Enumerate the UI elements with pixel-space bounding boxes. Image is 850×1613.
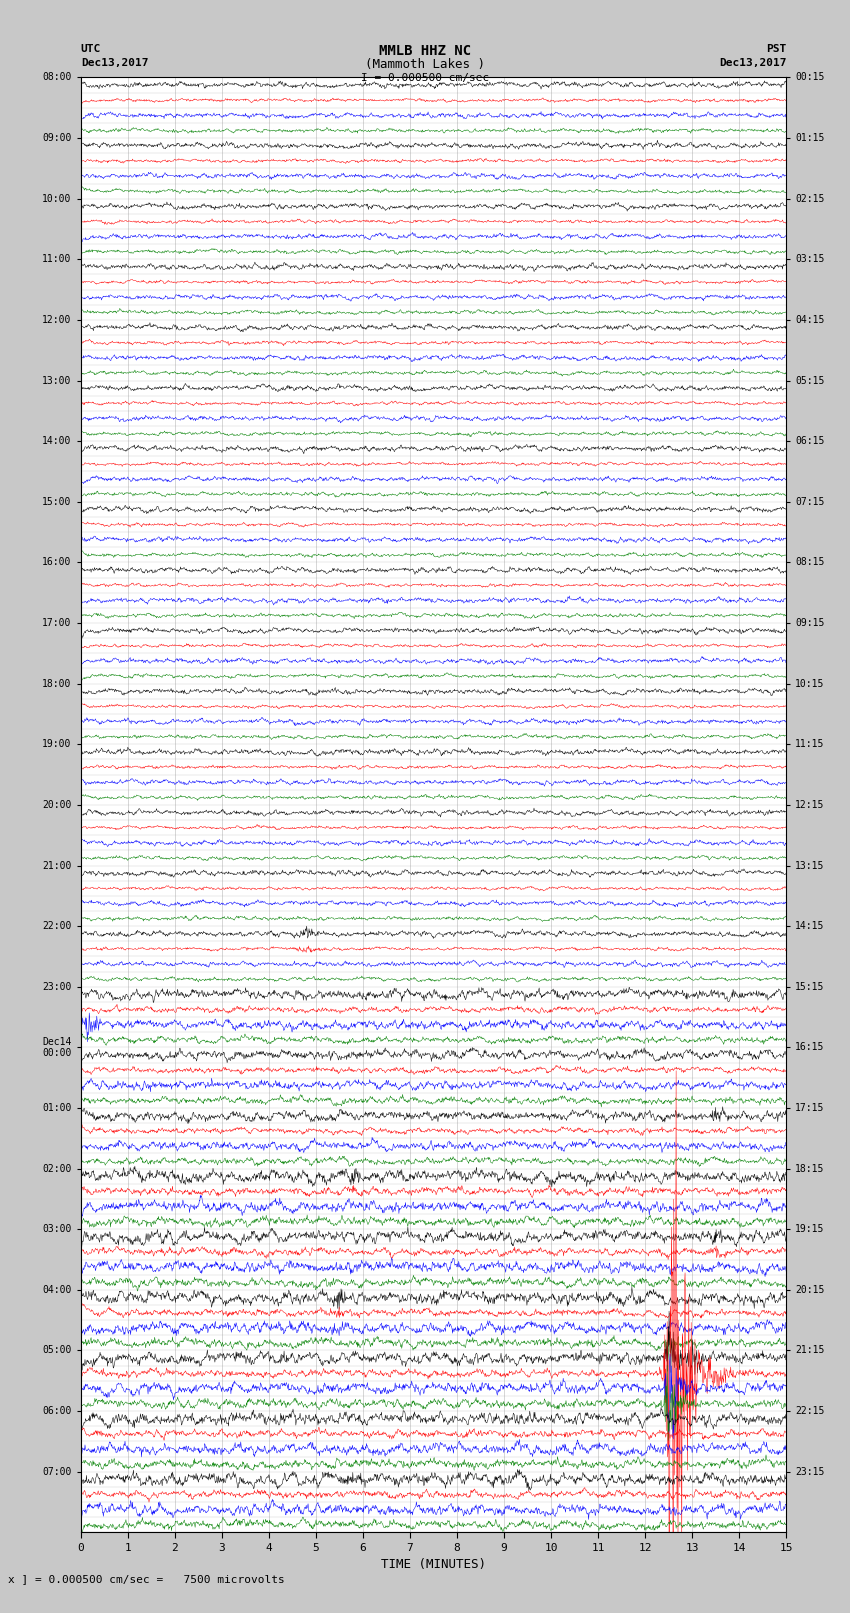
Text: PST: PST <box>766 44 786 53</box>
Text: UTC: UTC <box>81 44 101 53</box>
Text: x ] = 0.000500 cm/sec =   7500 microvolts: x ] = 0.000500 cm/sec = 7500 microvolts <box>8 1574 286 1584</box>
X-axis label: TIME (MINUTES): TIME (MINUTES) <box>381 1558 486 1571</box>
Text: (Mammoth Lakes ): (Mammoth Lakes ) <box>365 58 485 71</box>
Text: I = 0.000500 cm/sec: I = 0.000500 cm/sec <box>361 73 489 82</box>
Text: Dec13,2017: Dec13,2017 <box>719 58 786 68</box>
Text: MMLB HHZ NC: MMLB HHZ NC <box>379 44 471 58</box>
Text: Dec13,2017: Dec13,2017 <box>81 58 148 68</box>
